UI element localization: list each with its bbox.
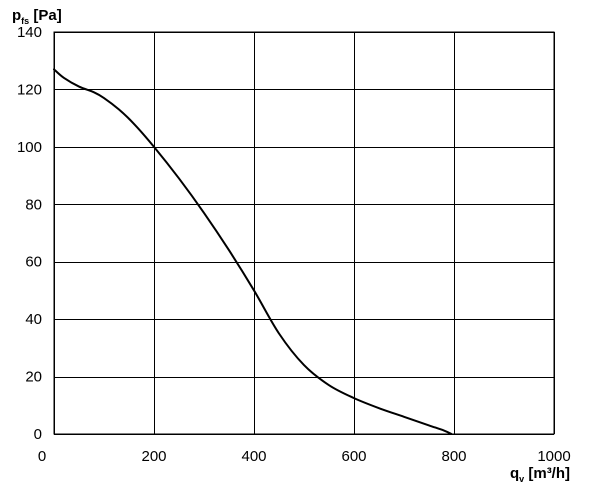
x-tick-labels: 0 200 400 600 800 1000 [38,448,571,465]
x-tick-label: 400 [241,448,266,465]
y-tick-label: 140 [17,24,42,41]
series-layer [53,68,453,435]
y-tick-label: 80 [25,196,42,213]
y-tick-labels: 0 20 40 60 80 100 120 140 [17,24,42,443]
y-tick-label: 0 [34,426,42,443]
pressure-curve-line [53,68,453,435]
y-tick-label: 40 [25,311,42,328]
x-tick-label: 1000 [537,448,570,465]
x-tick-label: 800 [441,448,466,465]
y-tick-label: 100 [17,139,42,156]
x-tick-label: 600 [341,448,366,465]
x-axis-label: qv [m³/h] [510,465,570,484]
y-tick-label: 60 [25,254,42,271]
x-tick-label: 200 [141,448,166,465]
y-axis-label: pfs [Pa] [12,7,62,26]
plot-frame [53,31,555,435]
y-tick-label: 120 [17,81,42,98]
y-tick-label: 20 [25,369,42,386]
grid-lines [54,32,555,435]
x-tick-label: 0 [38,448,46,465]
